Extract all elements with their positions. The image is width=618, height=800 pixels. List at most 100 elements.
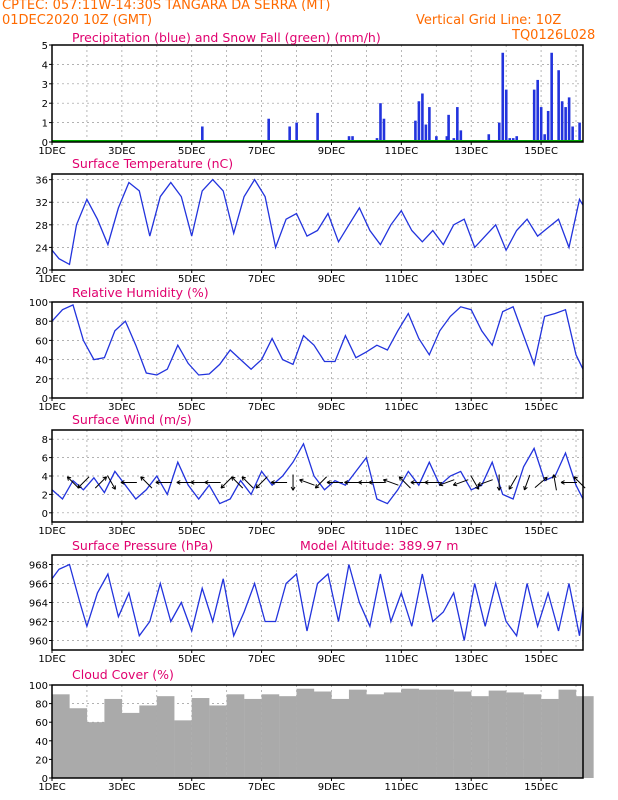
- cloud-bar: [52, 694, 70, 778]
- temp-line: [51, 178, 584, 266]
- y-tick-label: 0: [42, 394, 48, 405]
- wind-arrow: [270, 480, 288, 485]
- y-tick-label: 3: [42, 80, 48, 91]
- y-tick-label: 40: [35, 737, 48, 748]
- cloud-bar: [576, 696, 594, 778]
- wind-arrow: [410, 480, 427, 485]
- precip-bar: [456, 107, 459, 142]
- cloud-bar: [331, 698, 350, 778]
- cloud-bar: [156, 696, 175, 778]
- wind-arrow: [120, 480, 137, 485]
- x-tick-label: 7DEC: [248, 274, 275, 285]
- precip-bar: [539, 107, 543, 142]
- cloud-bar: [139, 705, 157, 778]
- wind-arrow: [534, 476, 548, 488]
- x-tick-label: 3DEC: [108, 782, 135, 793]
- x-tick-label: 9DEC: [318, 782, 345, 793]
- y-tick-label: 40: [35, 356, 48, 367]
- header-date: 01DEC2020 10Z (GMT): [2, 13, 153, 28]
- x-tick-label: 5DEC: [178, 146, 205, 157]
- wind-arrow: [314, 476, 328, 489]
- x-tick-label: 15DEC: [524, 146, 558, 157]
- y-tick-label: 962: [29, 618, 48, 629]
- x-tick-label: 5DEC: [178, 654, 205, 665]
- y-tick-label: 1: [42, 119, 48, 130]
- y-tick-label: 964: [29, 599, 48, 610]
- cloud-bar: [471, 696, 489, 778]
- precip-bar: [459, 130, 463, 142]
- x-tick-label: 9DEC: [318, 654, 345, 665]
- y-tick-label: 960: [29, 637, 48, 648]
- y-tick-label: 36: [35, 176, 48, 187]
- precip-bar: [445, 136, 449, 142]
- x-tick-label: 1DEC: [38, 402, 65, 413]
- wind-arrow: [299, 478, 315, 486]
- x-tick-label: 3DEC: [108, 654, 135, 665]
- y-tick-label: 100: [29, 298, 48, 309]
- cloud-bar: [488, 690, 507, 778]
- precip-bar: [546, 110, 550, 142]
- wind-arrow: [231, 476, 244, 489]
- y-tick-label: 2: [42, 490, 48, 501]
- wind-arrow: [190, 480, 207, 485]
- cloud-bar: [558, 689, 577, 778]
- wind-arrow: [438, 479, 455, 487]
- precip-bar: [316, 112, 319, 142]
- x-tick-label: 5DEC: [178, 782, 205, 793]
- y-tick-label: 20: [35, 375, 48, 386]
- y-tick-label: 968: [29, 561, 48, 572]
- x-tick-label: 1DEC: [38, 526, 65, 537]
- precip-bar: [504, 89, 508, 142]
- x-tick-label: 1DEC: [38, 782, 65, 793]
- x-tick-label: 11DEC: [384, 274, 418, 285]
- cloud-bar: [523, 694, 542, 778]
- y-tick-label: 0: [42, 774, 48, 785]
- x-tick-label: 15DEC: [524, 526, 558, 537]
- precip-bar: [379, 103, 382, 142]
- x-tick-label: 13DEC: [454, 654, 488, 665]
- x-tick-label: 5DEC: [178, 274, 205, 285]
- wind-arrow: [452, 479, 469, 487]
- precip-frame: [51, 44, 584, 143]
- wind-arrow: [424, 480, 441, 485]
- temp-panel: 20 24 28 32 36 1DEC 3DEC 5DEC 7DEC 9DEC 11DEC 13DEC…: [35, 156, 584, 285]
- cloud-bar: [296, 688, 315, 778]
- x-tick-label: 11DEC: [384, 526, 418, 537]
- y-tick-label: 2: [42, 99, 48, 110]
- cloud-bar: [506, 692, 524, 778]
- rh-panel: 0 20 40 60 80 100 1DEC 3DEC 5DEC 7DEC 9DEC 11DEC 13D…: [29, 285, 584, 413]
- wind-arrow: [470, 475, 480, 490]
- precip-bar: [550, 52, 553, 143]
- precip-bar: [557, 70, 560, 142]
- header-grid-note: Vertical Grid Line: 10Z: [416, 13, 562, 28]
- cloud-bar: [541, 698, 559, 778]
- precip-bar: [501, 52, 505, 143]
- wind-arrow: [523, 474, 531, 491]
- precip-bar: [295, 122, 298, 142]
- precip-panel: 0 1 2 3 4 5 1DEC 3DEC 5DEC 7DEC 9DEC 11DEC 13DEC 15DE…: [38, 30, 584, 157]
- cloud-bar: [104, 698, 123, 778]
- wind-arrow: [204, 480, 221, 485]
- y-tick-label: 4: [42, 472, 48, 483]
- cloud-bar: [279, 696, 297, 778]
- wind-arrow: [66, 476, 79, 489]
- precip-bar: [435, 136, 438, 142]
- wind-title: Surface Wind (m/s): [72, 412, 192, 427]
- x-tick-label: 7DEC: [248, 526, 275, 537]
- precip-bar: [543, 134, 546, 142]
- wind-arrow: [551, 474, 557, 491]
- wind-arrow: [290, 474, 296, 491]
- cloud-bar: [314, 691, 332, 778]
- x-tick-label: 3DEC: [108, 274, 135, 285]
- x-tick-label: 5DEC: [178, 402, 205, 413]
- y-tick-label: 0: [42, 138, 48, 149]
- wind-arrow: [106, 475, 116, 490]
- x-tick-label: 7DEC: [248, 146, 275, 157]
- x-tick-label: 3DEC: [108, 526, 135, 537]
- x-tick-label: 15DEC: [524, 782, 558, 793]
- precip-bar: [424, 124, 428, 142]
- y-tick-label: 5: [42, 41, 48, 52]
- y-tick-label: 20: [35, 266, 48, 277]
- wind-arrow: [155, 480, 172, 485]
